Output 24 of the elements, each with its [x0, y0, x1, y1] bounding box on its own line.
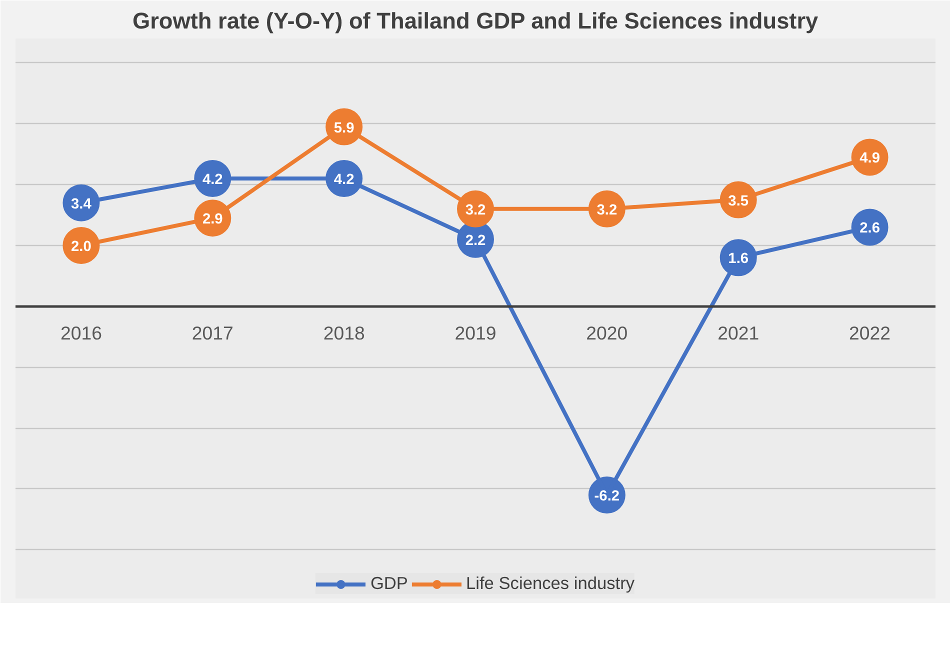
chart-title: Growth rate (Y-O-Y) of Thailand GDP and Life Sciences industry	[132, 8, 819, 34]
data-label: -6.2	[594, 488, 620, 505]
data-label: 3.2	[465, 202, 486, 218]
x-tick-label: 2019	[454, 322, 496, 344]
x-tick-label: 2018	[323, 322, 365, 344]
data-label: 4.2	[202, 172, 223, 188]
x-tick-label: 2021	[718, 322, 760, 344]
data-label: 3.4	[71, 196, 92, 212]
x-tick-label: 2022	[849, 322, 891, 344]
data-label: 3.2	[596, 202, 618, 218]
x-tick-label: 2020	[586, 322, 628, 344]
x-tick-label: 2016	[60, 322, 102, 344]
data-label: 2.9	[202, 212, 223, 228]
data-label: 4.2	[334, 172, 354, 188]
data-label: 2.0	[71, 238, 92, 255]
data-label: 3.5	[728, 193, 749, 210]
data-label: 4.9	[860, 150, 880, 167]
data-label: 5.9	[334, 120, 354, 136]
data-label: 1.6	[728, 251, 749, 268]
x-tick-label: 2017	[192, 322, 234, 344]
legend-label: Life Sciences industry	[466, 573, 635, 594]
legend-label: GDP	[370, 573, 408, 594]
data-label: 2.6	[860, 220, 880, 237]
data-label: 2.2	[465, 232, 486, 249]
